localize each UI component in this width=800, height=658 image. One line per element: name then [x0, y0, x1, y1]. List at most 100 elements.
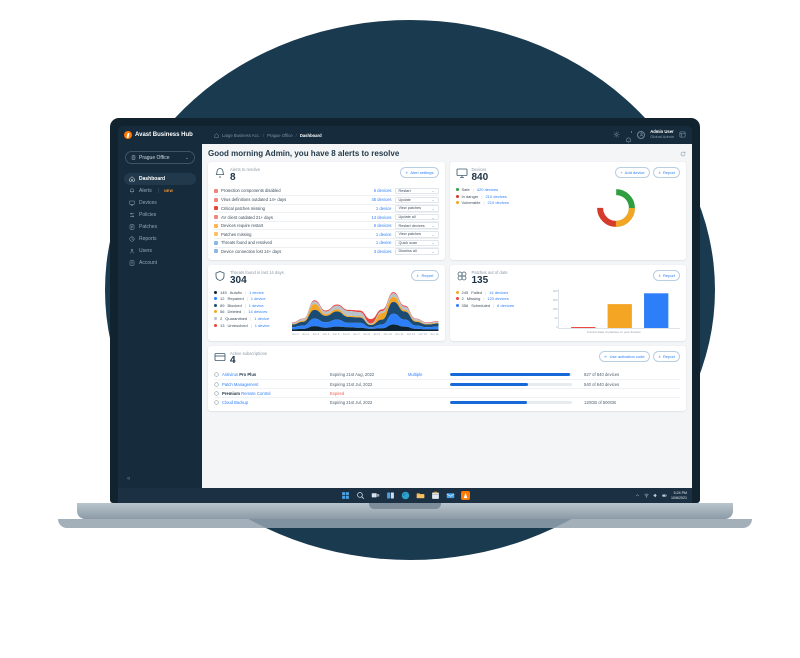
alert-action-select[interactable]: Update all ⌄	[394, 213, 439, 221]
use-activation-code-button[interactable]: Use activation code	[599, 350, 650, 362]
devices-report-button[interactable]: Report	[652, 167, 680, 178]
legend-value[interactable]: 1 device	[254, 322, 270, 328]
alert-device-count[interactable]: 1 device	[375, 205, 392, 211]
search-icon[interactable]	[356, 491, 365, 500]
subscription-name[interactable]: Patch Management	[222, 381, 259, 387]
task-view-icon[interactable]	[371, 491, 380, 500]
alert-device-count[interactable]: 1 device	[375, 231, 392, 237]
legend-count: 2	[461, 296, 464, 302]
sidebar-item-reports[interactable]: Reports	[124, 233, 196, 245]
donut-chart-svg	[596, 188, 635, 227]
sidebar-item-account[interactable]: Account	[124, 257, 196, 269]
alert-row[interactable]: Virus definitions outdated 14+ days 45 de…	[214, 195, 439, 204]
store-icon[interactable]	[431, 491, 440, 500]
battery-icon[interactable]	[662, 493, 667, 498]
chevron-down-icon: ⌄	[431, 249, 435, 254]
alert-action-select[interactable]: Dismiss all ⌄	[394, 248, 439, 255]
start-icon[interactable]	[341, 491, 350, 500]
alert-action-select[interactable]: View patches ⌄	[394, 230, 439, 238]
legend-value[interactable]: 1 device	[250, 296, 266, 302]
alert-device-count[interactable]: 6 devices	[373, 223, 392, 229]
patches-report-button[interactable]: Report	[652, 270, 680, 282]
threats-area-chart: Jun 1 Jun 2 Jun 3 Jun 4 Jun 5 Jun 6 Jun 7 Jun 8…	[292, 289, 439, 336]
legend-value[interactable]: 210 devices	[485, 193, 507, 199]
breadcrumb-item-1[interactable]: Prague Office	[267, 132, 293, 138]
legend-value[interactable]: 14 devices	[489, 289, 509, 295]
sidebar-item-patches[interactable]: Patches	[124, 221, 196, 233]
alert-severity-icon	[214, 206, 218, 211]
legend-count: 13	[220, 322, 225, 328]
alert-action-select[interactable]: View patches ⌄	[394, 205, 439, 212]
taskbar-clock[interactable]: 5:24 PM 10/8/2021	[671, 491, 687, 500]
legend-value[interactable]: 420 devices	[476, 187, 499, 193]
legend-value[interactable]: 6 devices	[497, 302, 515, 308]
collapse-sidebar-button[interactable]: «	[127, 476, 131, 482]
file-explorer-icon[interactable]	[416, 491, 425, 500]
legend-item: 245 Failed | 14 devices	[455, 289, 548, 296]
apps-icon[interactable]	[679, 131, 686, 138]
alert-action-select[interactable]: Restart ⌄	[394, 187, 439, 195]
sidebar-item-alerts[interactable]: Alerts | NEW	[124, 185, 196, 197]
edge-icon[interactable]	[401, 491, 410, 500]
alert-device-count[interactable]: 1 device	[375, 240, 392, 246]
alert-row[interactable]: Threats found and resolved 1 device Quick …	[214, 238, 439, 247]
sidebar-item-devices[interactable]: Devices	[124, 197, 196, 209]
subscription-name[interactable]: Antivirus Pro Plus	[222, 372, 257, 378]
subscription-row[interactable]: Antivirus Pro Plus Expiring 21st Aug, 202…	[214, 370, 680, 379]
refresh-icon[interactable]	[680, 151, 686, 157]
subscription-name[interactable]: Cloud Backup	[222, 399, 249, 405]
threats-report-button[interactable]: Report	[411, 270, 439, 282]
alert-action-select[interactable]: Quick scan ⌄	[394, 239, 439, 247]
alert-device-count[interactable]: 3 devices	[373, 248, 392, 254]
widgets-icon[interactable]	[386, 491, 395, 500]
legend-item: In danger | 210 devices	[455, 193, 552, 200]
alert-action-select[interactable]: Restart devices ⌄	[394, 222, 439, 229]
volume-icon[interactable]	[653, 493, 658, 498]
alert-device-count[interactable]: 45 devices	[371, 197, 392, 203]
alert-row[interactable]: Device connection lost 14+ days 3 devices…	[214, 246, 439, 256]
threats-card-value: 304	[230, 274, 247, 286]
x-axis-tick: Jun 9	[373, 331, 381, 336]
monitor-icon	[456, 168, 467, 178]
legend-value[interactable]: 123 devices	[487, 296, 509, 302]
sidebar-item-policies[interactable]: Policies	[124, 209, 196, 221]
notifications-icon[interactable]	[625, 130, 634, 144]
legend-value[interactable]: 1 device	[254, 315, 270, 321]
sidebar-item-dashboard[interactable]: Dashboard	[124, 173, 196, 185]
breadcrumb-item-0[interactable]: Large Business Acc.	[222, 132, 260, 138]
alert-row[interactable]: Critical patches missing 1 device View pat…	[214, 203, 439, 213]
user-info[interactable]: Admin User Global Admin	[650, 129, 674, 139]
account-icon	[129, 260, 135, 266]
subscription-row[interactable]: Cloud Backup Expiring 21st Jul, 2022 120GB…	[214, 397, 680, 406]
shield-icon	[215, 271, 225, 282]
wifi-icon[interactable]	[644, 493, 649, 498]
clock-date: 10/8/2021	[671, 495, 687, 500]
alert-device-count[interactable]: 14 devices	[371, 214, 392, 220]
alert-action-select[interactable]: Update ⌄	[394, 196, 439, 204]
add-device-button[interactable]: + Add device	[615, 167, 650, 178]
legend-value[interactable]: 14 devices	[248, 309, 268, 315]
subscription-row[interactable]: Patch Management Expiring 21st Jul, 2022 5…	[214, 379, 680, 388]
legend-value[interactable]: 1 device	[248, 289, 264, 295]
alert-row[interactable]: Devices require restart 6 devices Restart …	[214, 220, 439, 230]
subscriptions-report-button[interactable]: Report	[652, 350, 680, 362]
alert-row[interactable]: Patches missing 1 device View patches ⌄	[214, 229, 439, 238]
subscription-multiple[interactable]: Multiple	[408, 372, 423, 378]
avast-icon[interactable]	[460, 491, 470, 500]
alert-row[interactable]: Protection components disabled 6 devices R…	[214, 187, 439, 196]
brand[interactable]: Avast Business Hub	[124, 131, 208, 139]
legend-value[interactable]: 210 devices	[487, 200, 509, 206]
legend-value[interactable]: 1 device	[248, 302, 264, 308]
subscription-row[interactable]: Premium Remote Control Expired	[214, 388, 680, 397]
gear-icon[interactable]	[613, 131, 620, 138]
alert-device-count[interactable]: 6 devices	[373, 188, 392, 194]
subscription-name[interactable]: Premium Remote Control	[222, 390, 271, 396]
mail-icon[interactable]	[446, 491, 455, 500]
avatar[interactable]	[637, 130, 646, 139]
patches-bar-chart: 400 300 200 10 0 Current state of patches on…	[548, 288, 680, 334]
sidebar-item-users[interactable]: Users	[124, 245, 196, 257]
office-selector[interactable]: Prague Office ⌄	[125, 151, 195, 164]
alert-settings-button[interactable]: Alert settings	[399, 167, 439, 178]
chevron-up-icon[interactable]	[635, 493, 640, 498]
alert-row[interactable]: AV client outdated 21+ days 14 devices Upd…	[214, 212, 439, 221]
